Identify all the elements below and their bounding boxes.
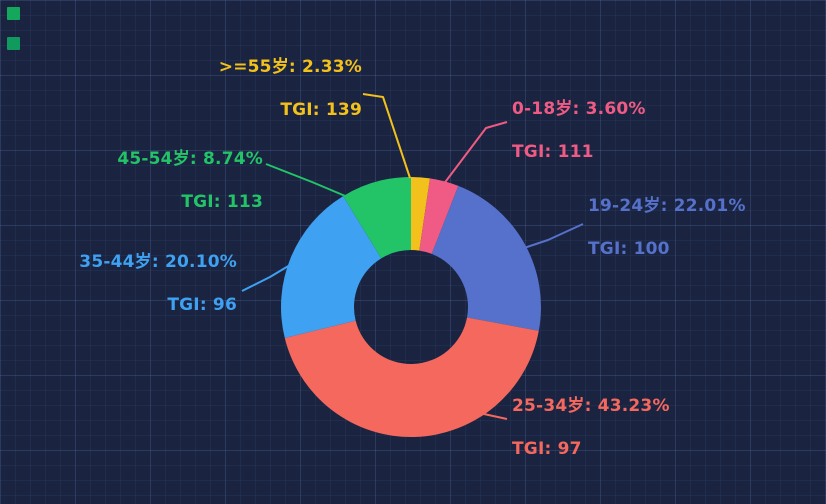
slice-label-55plus: >=55岁: 2.33% TGI: 139 (150, 56, 362, 121)
slice-label-19-24-percent: 19-24岁: 22.01% (588, 196, 746, 216)
slice-label-45-54: 45-54岁: 8.74% TGI: 113 (63, 148, 263, 213)
slice-label-35-44-tgi: TGI: 96 (167, 295, 237, 315)
slice-label-45-54-tgi: TGI: 113 (181, 192, 263, 212)
leader-line-55plus (362, 93, 411, 179)
leader-line-45-54 (265, 163, 351, 199)
slice-label-45-54-percent: 45-54岁: 8.74% (117, 149, 263, 169)
leader-line-19-24 (520, 223, 584, 250)
donut-slice-35-44岁[interactable] (280, 196, 382, 339)
slice-label-0-18: 0-18岁: 3.60% TGI: 111 (512, 98, 646, 163)
donut-slice-0-18岁[interactable] (419, 178, 459, 254)
slice-label-19-24: 19-24岁: 22.01% TGI: 100 (588, 195, 746, 260)
donut-slices[interactable] (280, 177, 541, 437)
slice-label-25-34-tgi: TGI: 97 (512, 439, 582, 459)
donut-slice-25-34岁[interactable] (284, 317, 539, 437)
slice-label-0-18-percent: 0-18岁: 3.60% (512, 99, 646, 119)
corner-marker-square-bottom (7, 37, 20, 50)
slice-label-35-44-percent: 35-44岁: 20.10% (79, 252, 237, 272)
leader-line-0-18 (442, 121, 508, 186)
slice-label-19-24-tgi: TGI: 100 (588, 239, 670, 259)
slice-label-35-44: 35-44岁: 20.10% TGI: 96 (37, 251, 237, 316)
slice-label-0-18-tgi: TGI: 111 (512, 142, 594, 162)
donut-slice->=55岁[interactable] (411, 177, 430, 251)
slice-label-25-34: 25-34岁: 43.23% TGI: 97 (512, 395, 670, 460)
donut-slice-45-54岁[interactable] (343, 177, 411, 259)
slice-label-55plus-tgi: TGI: 139 (280, 100, 362, 120)
corner-marker-square-top (7, 7, 20, 20)
label-leader-lines (241, 93, 584, 420)
leader-line-25-34 (448, 400, 508, 420)
slice-label-55plus-percent: >=55岁: 2.33% (218, 57, 362, 77)
donut-slice-19-24岁[interactable] (431, 185, 541, 331)
leader-line-35-44 (241, 261, 296, 292)
slice-label-25-34-percent: 25-34岁: 43.23% (512, 396, 670, 416)
